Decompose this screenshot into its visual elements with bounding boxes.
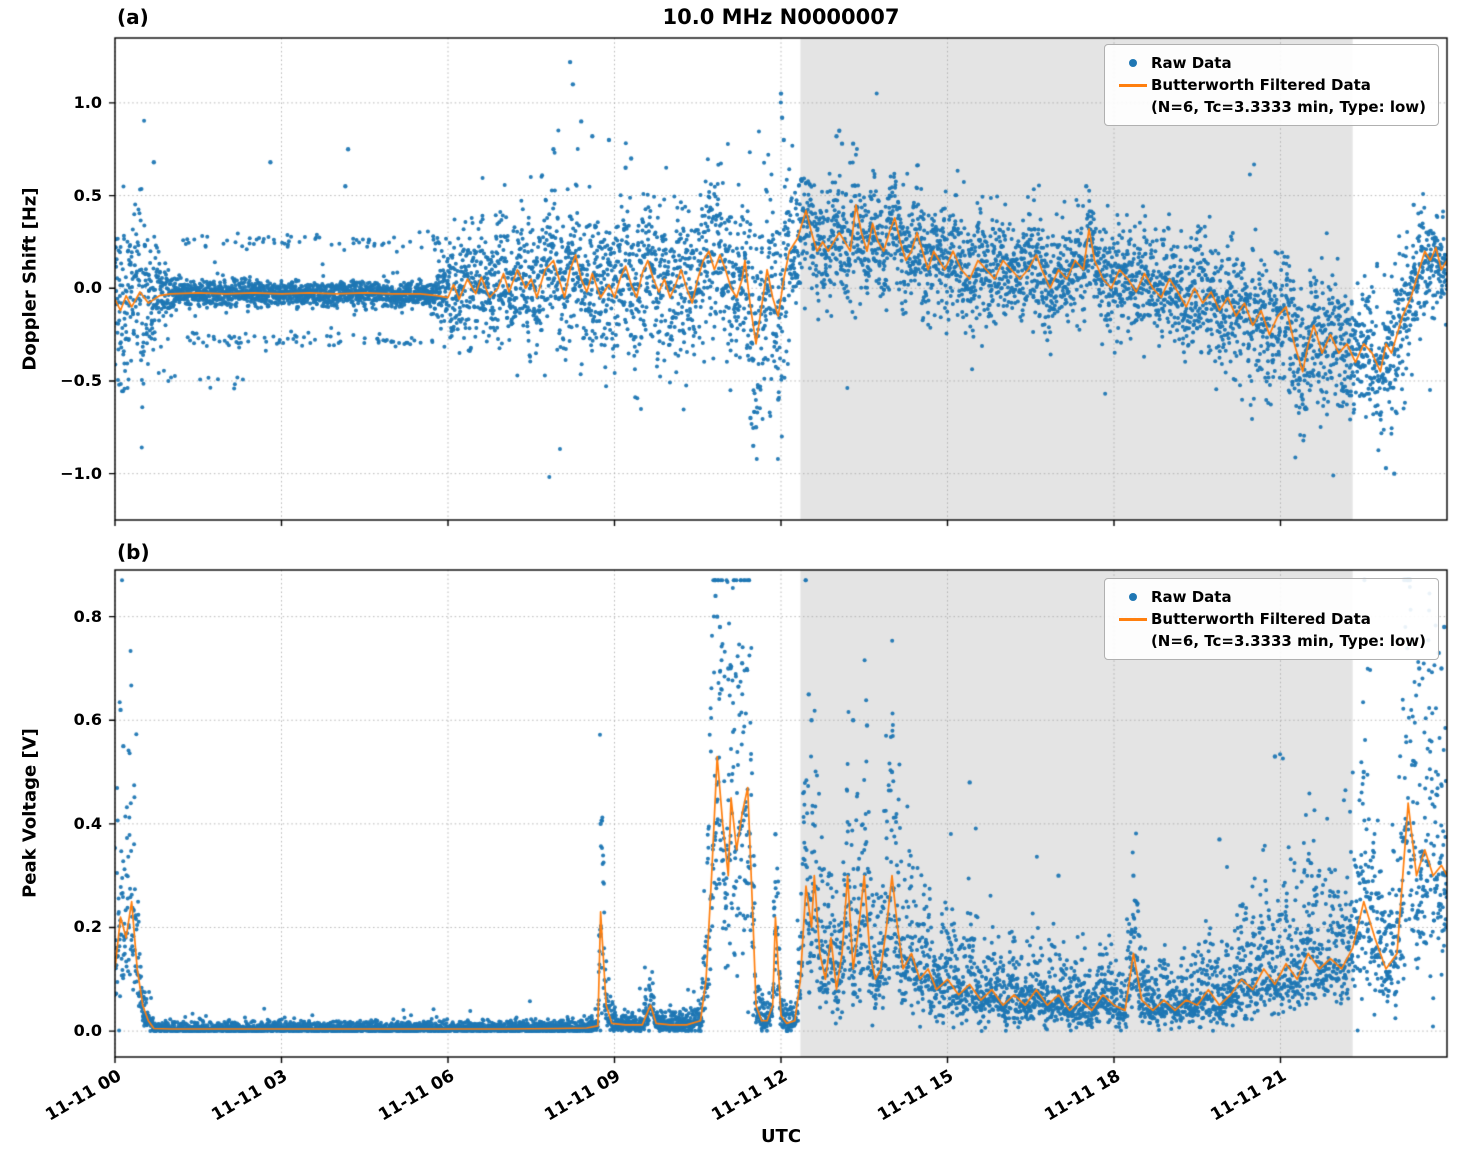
ytick-a-0.0: 0.0 (73, 278, 102, 297)
ytick-b-0.2: 0.2 (73, 917, 102, 936)
legend-panel-b: Raw Data Butterworth Filtered Data (N=6,… (1103, 578, 1439, 660)
legend-panel-a: Raw Data Butterworth Filtered Data (N=6,… (1103, 44, 1439, 126)
y-axis-label-voltage: Peak Voltage [V] (19, 728, 41, 898)
legend-filtered-row: Butterworth Filtered Data (1115, 74, 1426, 96)
legend-filtered-row: Butterworth Filtered Data (1115, 608, 1426, 630)
legend-filtered-label: Butterworth Filtered Data (1150, 610, 1371, 628)
ytick-b-0.4: 0.4 (73, 814, 102, 833)
legend-raw-row: Raw Data (1115, 586, 1426, 608)
filtered-line-marker-icon (1118, 83, 1147, 87)
raw-data-marker-icon (1128, 59, 1137, 67)
legend-filtered-row2: (N=6, Tc=3.3333 min, Type: low) (1115, 96, 1426, 118)
panel-a-label: (a) (117, 5, 149, 29)
filtered-line-marker-icon (1118, 617, 1147, 621)
figure-title: 10.0 MHz N0000007 (662, 5, 900, 29)
ytick-b-0.8: 0.8 (73, 607, 102, 626)
legend-raw-row: Raw Data (1115, 52, 1426, 74)
legend-raw-label: Raw Data (1150, 54, 1232, 72)
ytick-a-1.0: 1.0 (73, 93, 102, 112)
legend-filtered-label: Butterworth Filtered Data (1150, 76, 1371, 94)
panel-b-label: (b) (117, 540, 150, 564)
ytick-a-m0.5: −0.5 (60, 371, 102, 390)
legend-filtered-row2: (N=6, Tc=3.3333 min, Type: low) (1115, 630, 1426, 652)
legend-filtered-params: (N=6, Tc=3.3333 min, Type: low) (1150, 632, 1426, 650)
x-axis-label: UTC (760, 1126, 802, 1147)
legend-raw-label: Raw Data (1150, 588, 1232, 606)
ytick-b-0.0: 0.0 (73, 1021, 102, 1040)
ytick-a-m1.0: −1.0 (60, 464, 102, 483)
legend-filtered-params: (N=6, Tc=3.3333 min, Type: low) (1150, 98, 1426, 116)
raw-data-marker-icon (1128, 593, 1137, 601)
ytick-b-0.6: 0.6 (73, 710, 102, 729)
ytick-a-0.5: 0.5 (73, 186, 102, 205)
